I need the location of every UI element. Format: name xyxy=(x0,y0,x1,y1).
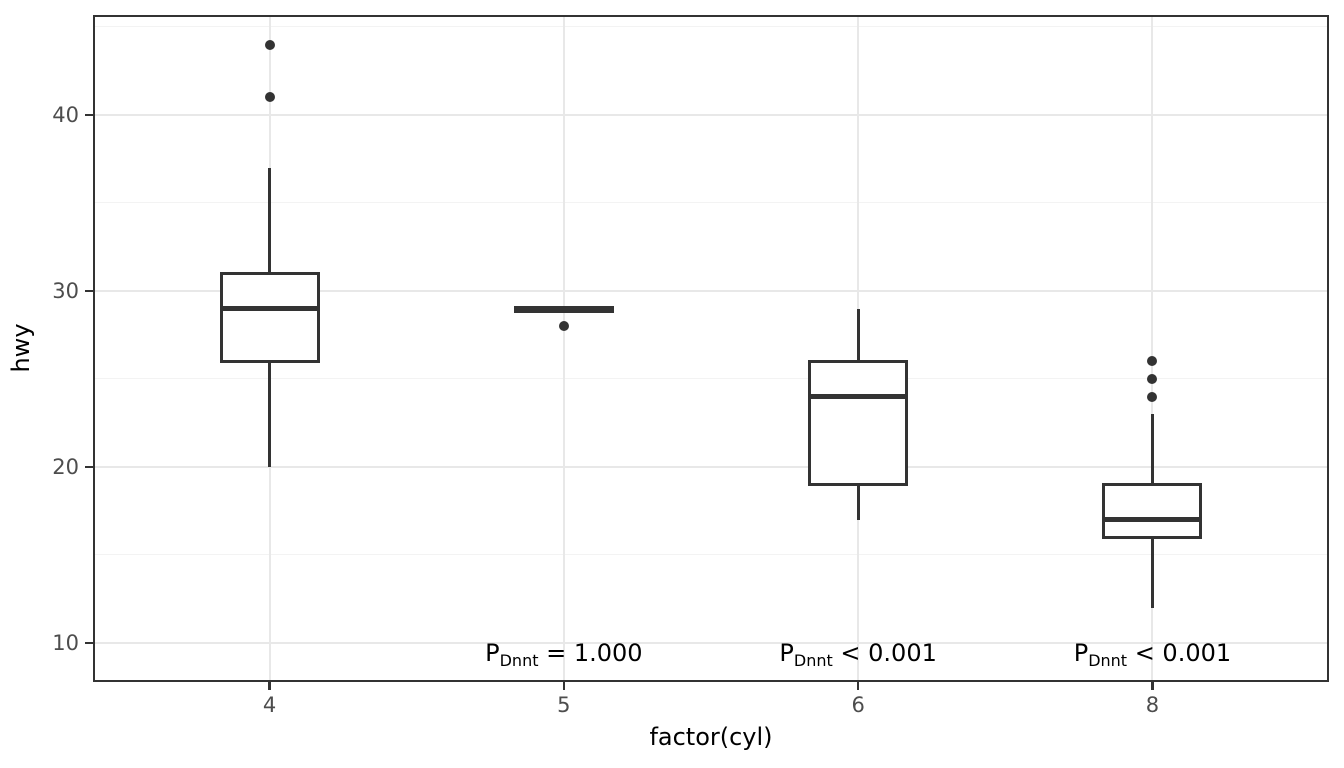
p-label: P xyxy=(1073,639,1089,668)
lower-whisker xyxy=(268,361,272,467)
y-tick-mark xyxy=(85,641,93,645)
p-subscript: Dnnt xyxy=(499,651,539,671)
x-tick-label: 5 xyxy=(557,693,571,717)
median-line xyxy=(808,394,909,400)
outlier-point xyxy=(1147,391,1158,402)
outlier-point xyxy=(264,92,275,103)
upper-whisker xyxy=(1150,414,1154,485)
boxplot-box xyxy=(219,271,320,363)
median-line xyxy=(513,306,614,312)
x-tick-mark xyxy=(562,682,566,690)
y-tick-mark xyxy=(85,113,93,117)
x-tick-label: 8 xyxy=(1145,693,1160,717)
minor-gridline xyxy=(93,554,1329,556)
major-gridline xyxy=(93,465,1329,468)
major-gridline-vertical xyxy=(562,15,565,682)
major-gridline xyxy=(93,289,1329,292)
p-comparison: < 0.001 xyxy=(832,639,937,668)
x-tick-label: 4 xyxy=(262,693,277,717)
minor-gridline xyxy=(93,202,1329,204)
outlier-point xyxy=(264,39,275,50)
p-comparison: < 0.001 xyxy=(1127,639,1232,668)
y-tick-label: 20 xyxy=(52,454,79,479)
x-axis-title: factor(cyl) xyxy=(649,723,773,751)
p-comparison: = 1.000 xyxy=(538,639,643,668)
p-value-annotation: PDnnt < 0.001 xyxy=(779,639,937,671)
y-tick-label: 40 xyxy=(52,102,79,127)
p-value-annotation: PDnnt < 0.001 xyxy=(1073,639,1232,671)
p-label: P xyxy=(779,639,794,668)
p-subscript: Dnnt xyxy=(793,651,833,671)
boxplot-box xyxy=(1102,483,1203,539)
p-value-annotation: PDnnt = 1.000 xyxy=(485,639,643,671)
y-tick-mark xyxy=(85,465,93,469)
y-axis-title: hwy xyxy=(7,323,35,373)
x-tick-mark xyxy=(856,682,860,690)
x-tick-mark xyxy=(268,682,271,690)
major-gridline-vertical xyxy=(1151,15,1154,682)
minor-gridline xyxy=(93,26,1329,28)
upper-whisker xyxy=(268,167,272,274)
outlier-point xyxy=(1147,373,1158,384)
major-gridline xyxy=(93,113,1329,116)
minor-gridline xyxy=(93,378,1329,380)
upper-whisker xyxy=(856,308,860,362)
plot-panel xyxy=(93,15,1329,682)
y-tick-mark xyxy=(85,289,93,293)
lower-whisker xyxy=(856,484,860,520)
x-tick-label: 6 xyxy=(851,693,865,717)
outlier-point xyxy=(558,321,569,332)
y-tick-label: 30 xyxy=(52,278,79,303)
x-tick-mark xyxy=(1151,682,1154,690)
median-line xyxy=(219,306,320,312)
y-tick-label: 10 xyxy=(52,630,79,655)
outlier-point xyxy=(1147,356,1158,367)
boxplot-box xyxy=(808,359,909,487)
median-line xyxy=(1102,517,1203,523)
p-subscript: Dnnt xyxy=(1088,651,1128,671)
lower-whisker xyxy=(1150,537,1154,608)
p-label: P xyxy=(485,639,500,668)
major-gridline xyxy=(93,641,1329,644)
